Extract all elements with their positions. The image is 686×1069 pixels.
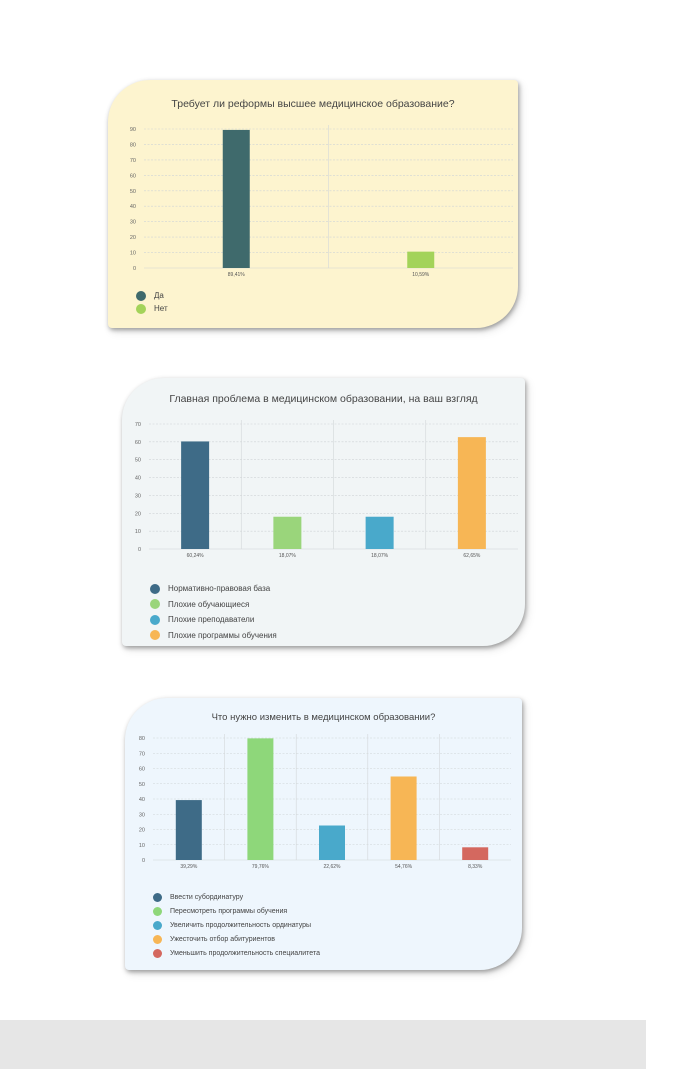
bar (181, 441, 210, 549)
legend-label: Плохие преподаватели (168, 615, 255, 625)
y-tick-label: 80 (130, 142, 136, 148)
legend-label: Нормативно-правовая база (168, 584, 271, 594)
legend-swatch (136, 303, 146, 314)
bar-value-label: 89,41% (228, 272, 246, 278)
chart-card-reform: Требует ли реформы высшее медицинское об… (108, 80, 518, 328)
bar (407, 251, 435, 268)
y-tick-label: 60 (139, 767, 145, 773)
legend-swatch (153, 920, 162, 930)
legend-item: Нормативно-правовая база (150, 581, 277, 597)
bar (273, 516, 302, 549)
y-tick-label: 30 (130, 220, 136, 226)
bar (457, 437, 486, 549)
y-tick-label: 70 (135, 422, 141, 428)
legend-item: Плохие программы обучения (150, 628, 277, 644)
bar-value-label: 39,29% (180, 864, 198, 870)
legend-label: Пересмотреть программы обучения (170, 907, 288, 915)
bar-value-label: 60,24% (187, 553, 205, 559)
legend-item: Нет (136, 302, 168, 315)
y-tick-label: 60 (130, 173, 136, 179)
y-tick-label: 40 (130, 204, 136, 210)
bar-chart-plot: 0 10 20 30 40 50 60 70 80 90 89,41% 10,59% (130, 125, 513, 278)
chart-title: Главная проблема в медицинском образован… (169, 393, 478, 405)
chart-title: Требует ли реформы высшее медицинское об… (171, 98, 455, 110)
chart-card-main-problem: Главная проблема в медицинском образован… (122, 378, 525, 646)
bar (319, 825, 345, 860)
chart-legend: Ввести субординатуру Пересмотреть програм… (153, 890, 320, 960)
legend-item: Пересмотреть программы обучения (153, 904, 320, 918)
y-tick-label: 20 (130, 235, 136, 241)
bar (247, 738, 274, 860)
y-tick-label: 40 (135, 476, 141, 482)
y-tick-label: 20 (135, 511, 141, 517)
legend-label: Уменьшить продолжительность специалитета (170, 949, 320, 957)
bar-value-label: 10,59% (412, 272, 430, 278)
y-tick-label: 90 (130, 127, 136, 133)
bar-value-label: 79,76% (252, 864, 270, 870)
y-tick-label: 0 (138, 547, 141, 553)
y-tick-label: 10 (130, 251, 136, 257)
bar-value-label: 54,76% (395, 864, 413, 870)
y-tick-label: 30 (139, 812, 145, 818)
y-tick-label: 0 (133, 266, 136, 272)
bar (365, 516, 394, 549)
legend-swatch (150, 630, 160, 641)
y-tick-label: 50 (130, 189, 136, 195)
legend-item: Да (136, 289, 168, 302)
bar-chart-plot: 0 10 20 30 40 50 60 70 80 39,29% 79,76% 22,62% 54,76… (139, 734, 511, 870)
legend-swatch (150, 614, 160, 625)
y-tick-label: 70 (139, 751, 145, 757)
chart-legend: Нормативно-правовая база Плохие обучающие… (150, 581, 277, 643)
bar-value-label: 22,62% (324, 864, 342, 870)
legend-item: Уменьшить продолжительность специалитета (153, 946, 320, 960)
legend-label: Да (154, 291, 164, 300)
y-tick-label: 10 (135, 529, 141, 535)
legend-label: Плохие программы обучения (168, 630, 277, 640)
legend-swatch (153, 892, 162, 902)
bar (462, 847, 489, 860)
legend-label: Нет (154, 304, 168, 313)
legend-item: Плохие преподаватели (150, 612, 277, 628)
legend-item: Плохие обучающиеся (150, 597, 277, 613)
legend-swatch (153, 934, 162, 944)
chart-title: Что нужно изменить в медицинском образов… (211, 712, 436, 723)
y-tick-label: 80 (139, 736, 145, 742)
y-tick-label: 60 (135, 440, 141, 446)
legend-label: Увеличить продолжительность ординатуры (170, 921, 312, 929)
y-tick-label: 50 (135, 458, 141, 464)
legend-item: Ввести субординатуру (153, 890, 320, 904)
bar-value-label: 18,07% (371, 553, 389, 559)
legend-swatch (136, 290, 146, 301)
legend-label: Плохие обучающиеся (168, 599, 250, 609)
y-tick-label: 30 (135, 493, 141, 499)
y-tick-label: 0 (142, 858, 145, 864)
chart-legend: Да Нет (136, 289, 168, 315)
page-footer-strip (0, 1020, 646, 1069)
bar (390, 776, 417, 860)
bar-value-label: 62,65% (463, 553, 481, 559)
legend-swatch (153, 948, 162, 958)
bar (222, 129, 250, 268)
legend-item: Увеличить продолжительность ординатуры (153, 918, 320, 932)
legend-label: Ужесточить отбор абитуриентов (170, 935, 276, 943)
legend-label: Ввести субординатуру (170, 893, 244, 901)
bar-value-label: 8,33% (468, 864, 483, 870)
y-tick-label: 40 (139, 797, 145, 803)
legend-swatch (153, 906, 162, 916)
legend-swatch (150, 599, 160, 610)
chart-card-what-to-change: Что нужно изменить в медицинском образов… (125, 698, 522, 970)
y-tick-label: 10 (139, 843, 145, 849)
y-tick-label: 20 (139, 828, 145, 834)
y-tick-label: 70 (130, 158, 136, 164)
bar-chart-plot: 0 10 20 30 40 50 60 70 60,24% 18,07% 18,07% 62,65% (135, 420, 518, 559)
bar-value-label: 18,07% (279, 553, 297, 559)
y-tick-label: 50 (139, 782, 145, 788)
legend-item: Ужесточить отбор абитуриентов (153, 932, 320, 946)
legend-swatch (150, 583, 160, 594)
bar (175, 800, 202, 860)
